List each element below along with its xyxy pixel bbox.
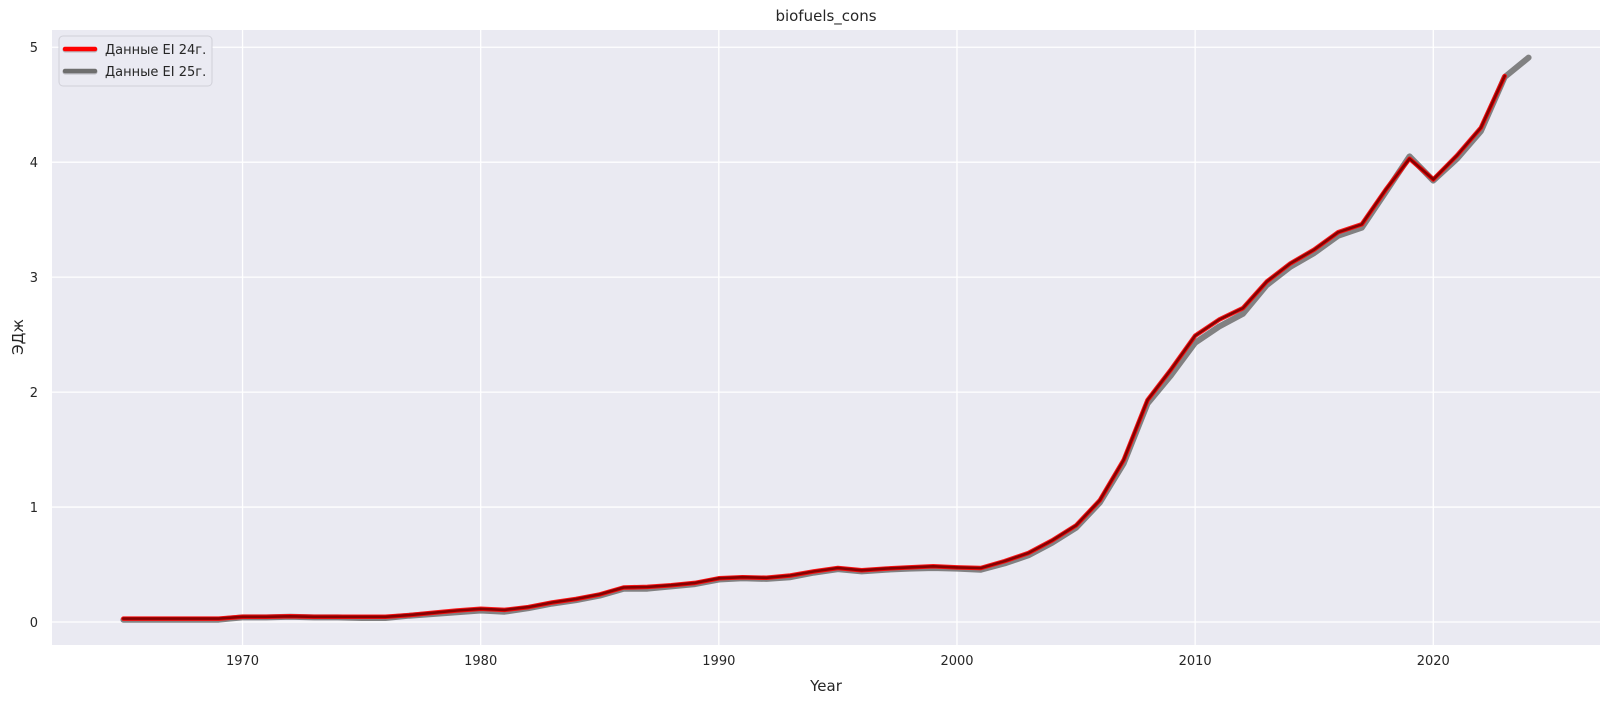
x-tick-label: 2020: [1417, 654, 1450, 669]
legend-box: [58, 35, 213, 87]
chart-title: biofuels_cons: [775, 7, 876, 26]
y-tick-label: 0: [30, 616, 38, 631]
series-overlap-core: [122, 74, 1506, 620]
y-tick-label: 5: [30, 41, 38, 56]
legend: Данные EI 24г. Данные EI 25г.: [58, 35, 213, 87]
y-axis-label: ЭДж: [9, 319, 27, 355]
plot-area: [52, 30, 1600, 645]
y-tick-label: 3: [30, 271, 38, 286]
legend-label: Данные EI 25г.: [105, 65, 206, 80]
x-tick-label: 1980: [464, 654, 497, 669]
x-tick-label: 1990: [702, 654, 735, 669]
x-tick-label: 1970: [226, 654, 259, 669]
y-tick-label: 1: [30, 501, 38, 516]
legend-label: Данные EI 24г.: [105, 43, 206, 58]
x-tick-label: 2010: [1179, 654, 1212, 669]
x-axis-label: Year: [809, 677, 843, 695]
y-tick-label: 2: [30, 386, 38, 401]
y-tick-label: 4: [30, 156, 38, 171]
x-tick-label: 2000: [940, 654, 973, 669]
tick-labels: 1970 1980 1990 2000 2010 2020 0 1 2 3 4 5: [30, 41, 1450, 669]
series-lines: [120, 54, 1532, 623]
